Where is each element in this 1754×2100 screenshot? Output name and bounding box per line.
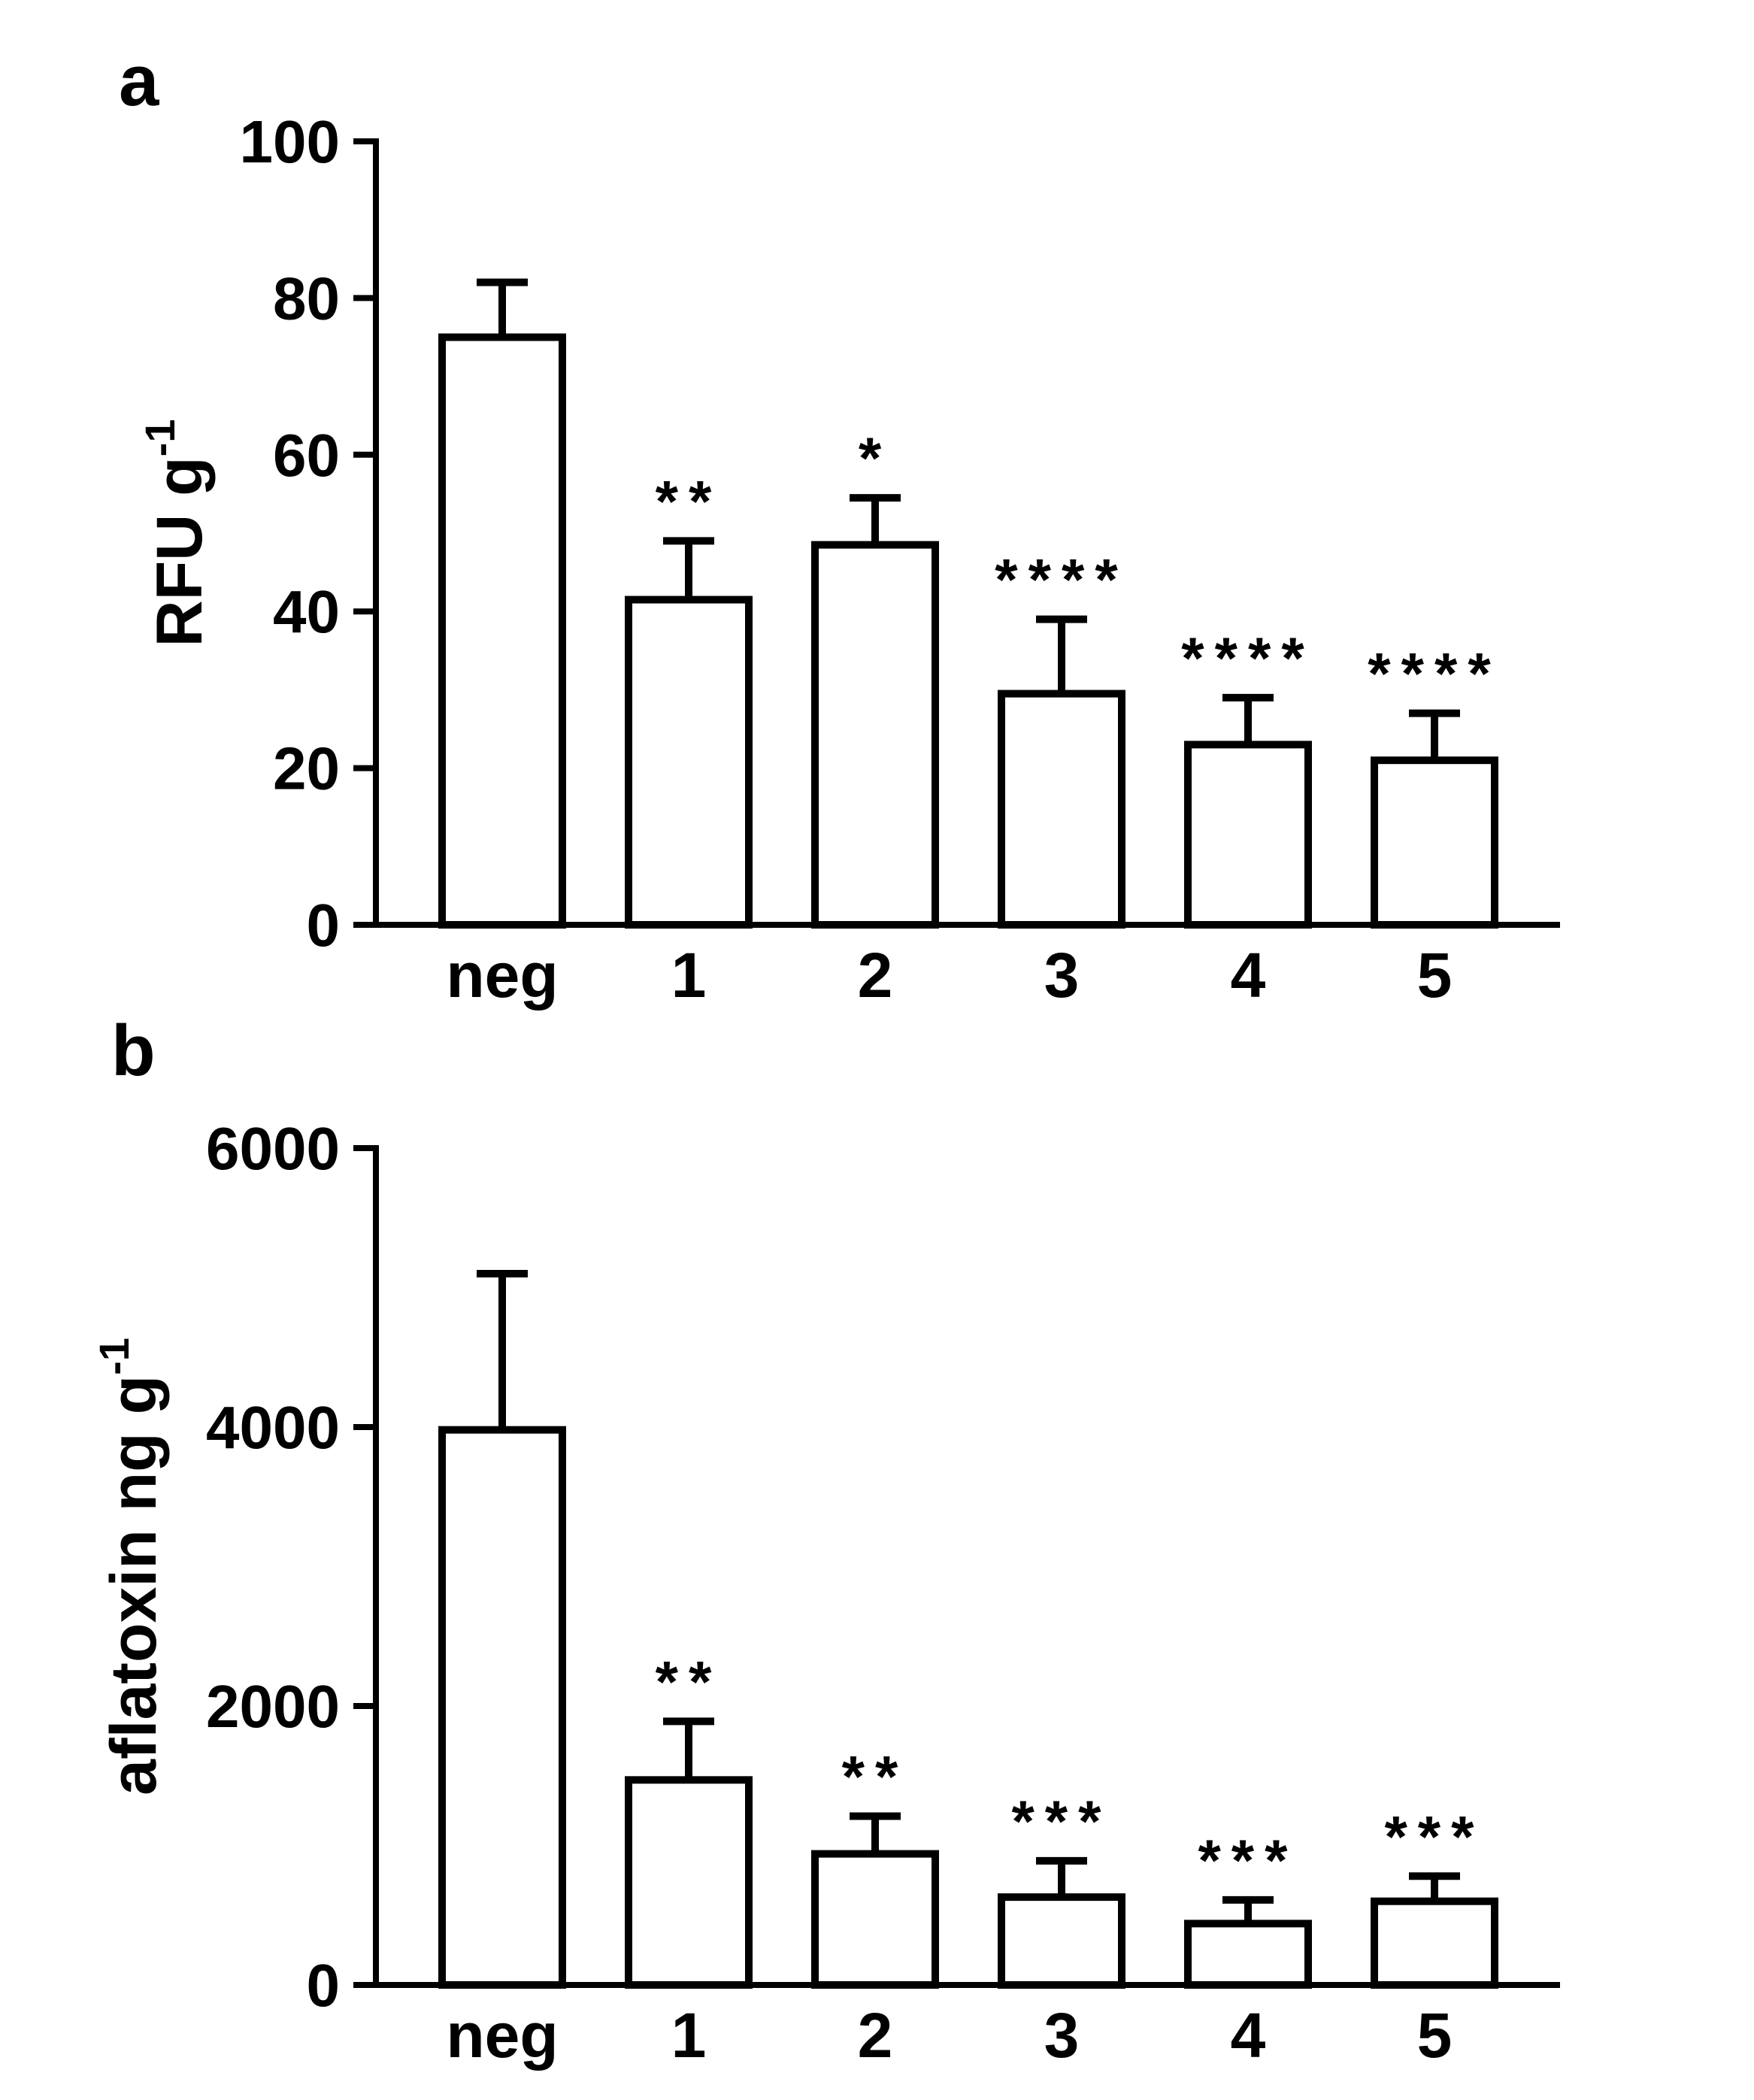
y-tick-label: 6000 — [206, 1115, 340, 1182]
x-category-label: 5 — [1417, 2000, 1453, 2071]
significance-label: *** — [1384, 1803, 1484, 1869]
bar-5 — [1371, 756, 1498, 929]
x-category-label: neg — [446, 940, 558, 1011]
panel-b: b 0 2000 4000 6000 aflatoxin ng g-1 neg ** 1 ** 2 *… — [90, 1011, 1560, 2071]
bar-3 — [998, 689, 1125, 929]
significance-label: *** — [1198, 1827, 1298, 1893]
x-category-label: 2 — [858, 940, 893, 1011]
y-tick-label: 40 — [273, 578, 340, 645]
y-tick-label: 20 — [273, 735, 340, 802]
x-category-label: 4 — [1231, 2000, 1266, 2071]
x-category-label: 1 — [671, 940, 707, 1011]
x-category-label: 3 — [1044, 940, 1080, 1011]
significance-label: *** — [1011, 1788, 1111, 1854]
y-tick-label: 0 — [307, 1952, 341, 2019]
bar-1 — [625, 595, 753, 929]
y-tick-label: 0 — [307, 892, 341, 959]
y-tick-label: 80 — [273, 265, 340, 332]
y-axis-title: aflatoxin ng g-1 — [90, 1338, 170, 1795]
significance-label: * — [859, 425, 892, 491]
y-tick-label: 60 — [273, 422, 340, 489]
y-tick-label: 2000 — [206, 1673, 340, 1740]
x-category-label: 1 — [671, 2000, 707, 2071]
bar-4 — [1184, 1920, 1312, 1989]
bar-3 — [998, 1893, 1125, 1989]
y-tick-label: 100 — [240, 108, 340, 175]
x-category-label: 3 — [1044, 2000, 1080, 2071]
significance-label: ** — [656, 1648, 723, 1714]
x-category-label: 5 — [1417, 940, 1453, 1011]
bar-2 — [811, 1850, 939, 1989]
panel-letter-b: b — [111, 1011, 156, 1091]
y-axis-title: RFU g-1 — [136, 420, 216, 647]
bar-neg — [438, 333, 566, 929]
bar-4 — [1184, 741, 1312, 929]
y-tick-label: 4000 — [206, 1394, 340, 1461]
significance-label: **** — [995, 547, 1128, 613]
significance-label: ** — [842, 1744, 909, 1810]
significance-label: **** — [1181, 625, 1314, 691]
significance-label: **** — [1368, 641, 1501, 707]
panel-a: a 0 20 40 60 80 100 RFU g-1 neg ** 1 * 2 **** 3 **** 4 **… — [119, 41, 1560, 1011]
bar-1 — [625, 1776, 753, 1989]
bar-neg — [438, 1426, 566, 1989]
bar-5 — [1371, 1897, 1498, 1989]
significance-label: ** — [656, 468, 723, 534]
x-category-label: 4 — [1231, 940, 1266, 1011]
x-category-label: neg — [446, 2000, 558, 2071]
panel-letter-a: a — [119, 41, 159, 121]
x-category-label: 2 — [858, 2000, 893, 2071]
bar-2 — [811, 541, 939, 929]
